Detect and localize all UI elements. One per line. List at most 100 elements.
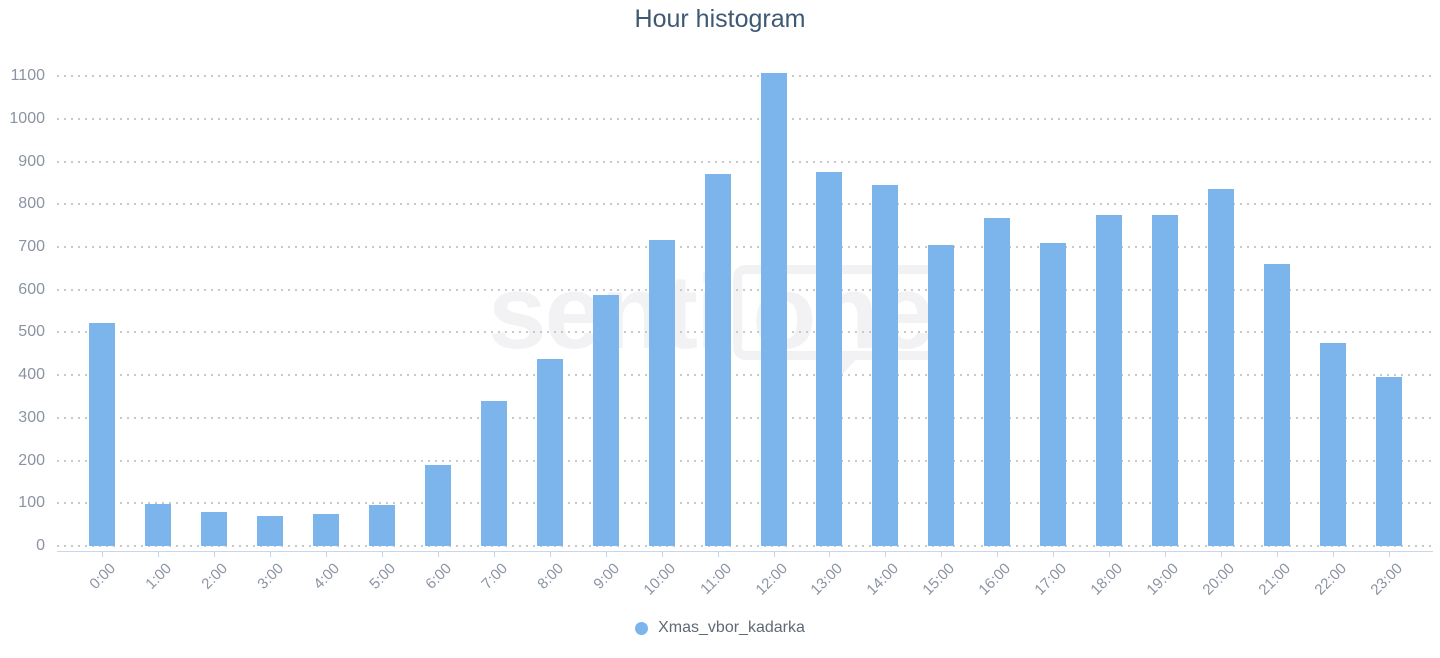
x-axis-label: 23:00 bbox=[1367, 560, 1406, 599]
x-axis-label: 3:00 bbox=[254, 560, 288, 593]
x-axis-label: 7:00 bbox=[478, 560, 511, 593]
gridline bbox=[57, 459, 1433, 462]
bar-19:00[interactable] bbox=[1152, 214, 1178, 546]
x-axis-label: 22:00 bbox=[1311, 560, 1350, 599]
x-axis-tick bbox=[214, 551, 216, 557]
y-axis-label: 800 bbox=[18, 195, 45, 213]
x-axis-tick bbox=[941, 551, 943, 557]
bar-2:00[interactable] bbox=[201, 511, 228, 546]
x-axis-label: 4:00 bbox=[310, 560, 344, 593]
x-axis-line bbox=[57, 551, 1433, 552]
bar-21:00[interactable] bbox=[1263, 264, 1290, 546]
y-axis-label: 600 bbox=[18, 280, 45, 298]
x-axis-label: 18:00 bbox=[1087, 560, 1127, 599]
gridline bbox=[57, 117, 1433, 120]
gridline bbox=[57, 331, 1433, 334]
bar-14:00[interactable] bbox=[872, 185, 899, 546]
x-axis-label: 5:00 bbox=[366, 560, 399, 593]
x-axis-tick bbox=[493, 551, 495, 557]
x-axis-label: 17:00 bbox=[1031, 560, 1071, 599]
x-axis-label: 20:00 bbox=[1199, 560, 1238, 599]
y-axis-label: 1100 bbox=[10, 67, 45, 84]
x-axis-tick bbox=[1109, 551, 1110, 557]
x-axis-tick bbox=[437, 551, 439, 557]
x-axis-label: 2:00 bbox=[198, 560, 232, 593]
x-axis-tick bbox=[158, 551, 160, 557]
x-axis-tick bbox=[102, 551, 104, 557]
chart-title: Hour histogram bbox=[634, 5, 806, 33]
y-axis-label: 900 bbox=[18, 152, 45, 170]
x-axis-label: 15:00 bbox=[919, 560, 959, 599]
x-axis-tick bbox=[1220, 551, 1222, 557]
x-axis-tick bbox=[1276, 551, 1278, 557]
bar-3:00[interactable] bbox=[257, 516, 284, 546]
bar-18:00[interactable] bbox=[1096, 214, 1122, 546]
legend-item[interactable]: Xmas_vbor_kadarka bbox=[0, 618, 1440, 638]
gridline bbox=[57, 203, 1433, 206]
gridline bbox=[57, 160, 1433, 163]
bar-4:00[interactable] bbox=[313, 514, 339, 546]
x-axis-label: 1:00 bbox=[142, 560, 176, 593]
x-axis-tick bbox=[717, 551, 719, 557]
bar-15:00[interactable] bbox=[928, 245, 955, 546]
y-axis-label: 0 bbox=[36, 537, 45, 554]
bar-8:00[interactable] bbox=[536, 358, 563, 546]
bar-17:00[interactable] bbox=[1040, 242, 1067, 546]
x-axis-label: 21:00 bbox=[1255, 560, 1294, 599]
x-axis-tick bbox=[549, 551, 551, 557]
bar-6:00[interactable] bbox=[424, 464, 451, 546]
bar-7:00[interactable] bbox=[480, 400, 507, 546]
bar-10:00[interactable] bbox=[648, 239, 675, 546]
gridline bbox=[57, 75, 1433, 77]
x-axis-tick bbox=[1165, 551, 1166, 557]
x-axis-tick bbox=[829, 551, 831, 557]
x-axis-tick bbox=[997, 551, 999, 557]
x-axis-tick bbox=[1053, 551, 1055, 557]
x-axis-label: 0:00 bbox=[86, 560, 120, 593]
bar-13:00[interactable] bbox=[816, 171, 843, 546]
x-axis-tick bbox=[326, 551, 327, 557]
x-axis-label: 11:00 bbox=[696, 560, 735, 598]
gridline bbox=[57, 288, 1433, 291]
bar-11:00[interactable] bbox=[704, 174, 731, 546]
gridline bbox=[57, 374, 1433, 377]
bar-5:00[interactable] bbox=[368, 504, 395, 546]
x-axis-tick bbox=[661, 551, 663, 557]
legend-label[interactable]: Xmas_vbor_kadarka bbox=[658, 619, 805, 636]
legend-marker-icon[interactable] bbox=[635, 621, 649, 635]
x-axis-label: 19:00 bbox=[1143, 560, 1183, 599]
x-axis-label: 8:00 bbox=[534, 560, 567, 593]
x-axis-label: 16:00 bbox=[975, 560, 1015, 599]
bar-1:00[interactable] bbox=[145, 503, 172, 546]
x-axis-tick bbox=[1332, 551, 1334, 557]
x-axis-tick bbox=[773, 551, 775, 557]
y-axis-label: 1000 bbox=[9, 109, 45, 127]
x-axis-label: 9:00 bbox=[590, 560, 623, 593]
y-axis-label: 700 bbox=[18, 237, 45, 255]
bar-0:00[interactable] bbox=[89, 323, 116, 546]
gridline bbox=[57, 545, 1433, 547]
bar-9:00[interactable] bbox=[592, 294, 619, 546]
x-axis-label: 10:00 bbox=[640, 560, 679, 599]
x-axis-tick bbox=[270, 551, 272, 557]
gridline bbox=[57, 416, 1433, 419]
bar-23:00[interactable] bbox=[1375, 377, 1402, 546]
x-axis-label: 13:00 bbox=[807, 560, 847, 599]
x-axis-tick bbox=[1388, 551, 1390, 557]
bar-16:00[interactable] bbox=[984, 217, 1011, 546]
x-axis-tick bbox=[885, 551, 887, 557]
bar-12:00[interactable] bbox=[760, 72, 787, 546]
bar-22:00[interactable] bbox=[1319, 343, 1346, 546]
y-axis-label: 300 bbox=[18, 408, 45, 426]
gridline bbox=[57, 245, 1433, 248]
bar-20:00[interactable] bbox=[1207, 189, 1234, 546]
gridline bbox=[57, 502, 1433, 505]
x-axis-label: 6:00 bbox=[422, 560, 455, 593]
y-axis-label: 200 bbox=[18, 451, 45, 469]
y-axis-label: 100 bbox=[18, 494, 45, 512]
x-axis-label: 12:00 bbox=[751, 560, 791, 599]
